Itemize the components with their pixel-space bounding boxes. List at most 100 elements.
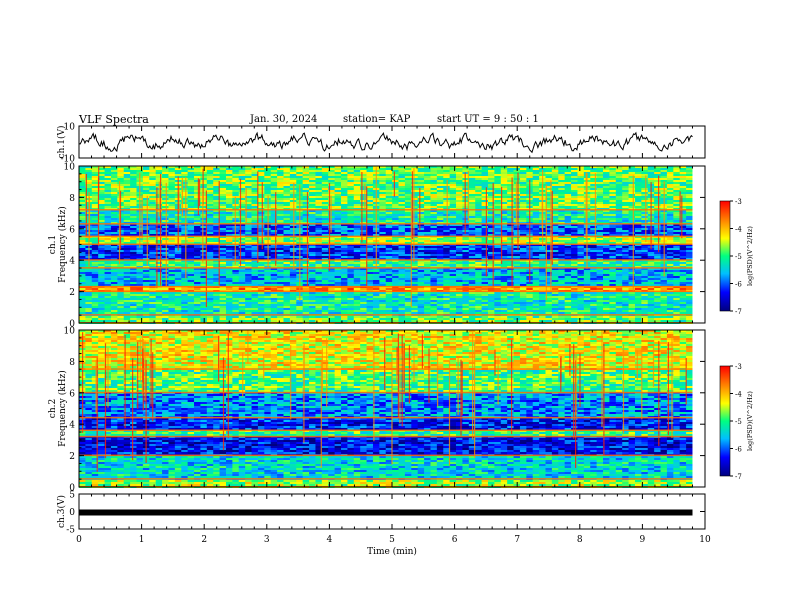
- spectrogram-cell: [456, 202, 463, 204]
- spectrogram-cell: [187, 230, 195, 232]
- spectrogram-cell: [596, 268, 604, 270]
- spectrogram-cell: [411, 222, 419, 224]
- spectrogram-cell: [98, 168, 105, 170]
- spectrogram-cell: [200, 238, 208, 240]
- spectrogram-cell: [679, 242, 687, 244]
- spectrogram-cell: [257, 228, 265, 230]
- spectrogram-cell: [494, 234, 502, 236]
- spectrogram-cell: [564, 254, 572, 256]
- spectrogram-cell: [187, 198, 195, 200]
- spectrogram-cell: [545, 194, 553, 196]
- spectrogram-cell: [174, 264, 182, 266]
- spectrogram-cell: [487, 224, 495, 226]
- spectrogram-cell: [142, 218, 150, 220]
- spectrogram-cell: [379, 214, 387, 216]
- spectrogram-cell: [654, 194, 661, 196]
- spectrogram-cell: [436, 192, 444, 194]
- spectrogram-cell: [98, 170, 105, 172]
- spectrogram-cell: [603, 182, 610, 184]
- spectrogram-cell: [142, 252, 150, 254]
- spectrogram-cell: [168, 200, 176, 202]
- spectrogram-cell: [679, 202, 687, 204]
- spectrogram-cell: [385, 178, 393, 180]
- spectrogram-cell: [494, 268, 502, 270]
- spectrogram-cell: [666, 176, 674, 178]
- spectrogram-cell: [277, 260, 284, 262]
- spectrogram-cell: [264, 178, 272, 180]
- spectrogram-cell: [85, 182, 93, 184]
- spectrogram-cell: [347, 216, 355, 218]
- spectrogram-cell: [130, 180, 137, 182]
- spectrogram-cell: [200, 174, 208, 176]
- spectrogram-cell: [622, 240, 629, 242]
- spectrogram-cell: [417, 176, 425, 178]
- spectrogram-cell: [168, 166, 176, 168]
- spectrogram-cell: [181, 234, 189, 236]
- spectrogram-cell: [590, 184, 598, 186]
- spectrogram-cell: [181, 178, 189, 180]
- spectrogram-cell: [104, 260, 112, 262]
- spectrogram-cell: [245, 172, 252, 174]
- spectrogram-cell: [500, 260, 508, 262]
- spectrogram-cell: [481, 170, 489, 172]
- spectrogram-cell: [187, 168, 195, 170]
- spectrogram-cell: [654, 214, 661, 216]
- spectrogram-cell: [404, 242, 412, 244]
- spectrogram-cell: [647, 260, 655, 262]
- spectrogram-cell: [181, 262, 189, 264]
- spectrogram-cell: [590, 194, 598, 196]
- spectrogram-cell: [98, 178, 105, 180]
- spectrogram-cell: [596, 218, 604, 220]
- spectrogram-cell: [334, 202, 342, 204]
- spectrogram-cell: [424, 206, 431, 208]
- spectrogram-cell: [475, 218, 482, 220]
- spectrogram-cell: [149, 250, 157, 252]
- spectrogram-cell: [577, 190, 585, 192]
- spectrogram-cell: [257, 216, 265, 218]
- spectrogram-cell: [245, 268, 252, 270]
- spectrogram-cell: [238, 260, 246, 262]
- spectrogram-cell: [379, 182, 387, 184]
- spectrogram-cell: [245, 166, 252, 168]
- spectrogram-cell: [577, 230, 585, 232]
- spectrogram-cell: [462, 250, 470, 252]
- spectrogram-cell: [110, 170, 118, 172]
- spectrogram-cell: [551, 178, 559, 180]
- spectrogram-cell: [634, 220, 642, 222]
- spectrogram-cell: [225, 190, 233, 192]
- spectrogram-cell: [334, 222, 342, 224]
- spectrogram-cell: [545, 196, 553, 198]
- spectrogram-cell: [590, 240, 598, 242]
- spectrogram-cell: [609, 224, 617, 226]
- spectrogram-cell: [334, 258, 342, 260]
- spectrogram-cell: [130, 248, 137, 250]
- spectrogram-cell: [545, 226, 553, 228]
- spectrogram-cell: [571, 186, 578, 188]
- spectrogram-cell: [321, 222, 329, 224]
- spectrogram-cell: [270, 260, 278, 262]
- spectrogram-cell: [519, 242, 527, 244]
- spectrogram-cell: [494, 222, 502, 224]
- spectrogram-cell: [424, 228, 431, 230]
- spectrogram-cell: [283, 206, 291, 208]
- spectrogram-cell: [666, 192, 674, 194]
- spectrogram-cell: [449, 264, 457, 266]
- spectrogram-cell: [130, 214, 137, 216]
- spectrogram-cell: [206, 182, 214, 184]
- spectrogram-cell: [257, 252, 265, 254]
- spectrogram-cell: [123, 184, 131, 186]
- spectrogram-cell: [545, 172, 553, 174]
- spectrogram-cell: [481, 266, 489, 268]
- spectrogram-cell: [551, 234, 559, 236]
- spectrogram-cell: [219, 230, 227, 232]
- spectrogram-cell: [251, 220, 259, 222]
- spectrogram-cell: [417, 190, 425, 192]
- spectrogram-cell: [98, 200, 105, 202]
- spectrogram-cell: [385, 192, 393, 194]
- spectrogram-cell: [123, 188, 131, 190]
- spectrogram-cell: [142, 224, 150, 226]
- spectrogram-cell: [449, 168, 457, 170]
- spectrogram-cell: [443, 178, 451, 180]
- spectrogram-cell: [468, 250, 476, 252]
- spectrogram-cell: [379, 250, 387, 252]
